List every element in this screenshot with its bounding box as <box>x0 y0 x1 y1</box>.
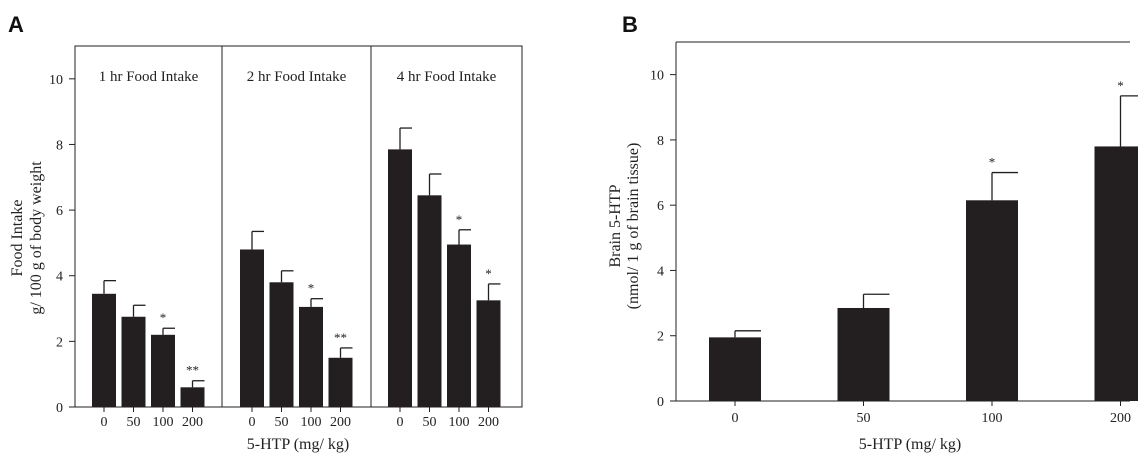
panel-a-bar <box>92 294 116 407</box>
panel-a-x-tick-label: 200 <box>182 415 203 430</box>
panel-a-x-tick-label: 0 <box>101 415 108 430</box>
panel-b-x-tick-label: 50 <box>857 411 871 426</box>
panel-b-y-axis-label-line-1: Brain 5-HTP <box>607 184 624 267</box>
panel-b-y-axis-label-line-2: (nmol/ 1 g of brain tissue) <box>625 143 642 310</box>
panel-b-bars: 0 50 * 100 * 200 <box>709 78 1138 426</box>
panel-b-y-tick-label: 4 <box>657 264 664 279</box>
panel-b-bar <box>838 308 890 401</box>
panel-b-bar <box>1095 146 1138 401</box>
panel-a-x-tick-label: 100 <box>301 415 322 430</box>
panel-a-bar <box>240 249 264 407</box>
panel-a-significance-marker: ** <box>186 363 199 378</box>
panel-a-bar <box>122 317 146 407</box>
panel-b-y-axis: 0 2 4 6 8 10 <box>650 69 676 410</box>
panel-a-x-tick-label: 50 <box>423 415 437 430</box>
panel-a-bar <box>299 307 323 407</box>
panel-b-significance-marker: * <box>1117 78 1124 93</box>
panel-a-y-tick-label: 0 <box>56 401 63 416</box>
panel-a-x-tick-label: 50 <box>127 415 141 430</box>
subplot-title: 1 hr Food Intake <box>99 69 199 85</box>
panel-a-y-tick-label: 6 <box>56 204 63 219</box>
panel-a-y-tick-label: 2 <box>56 335 63 350</box>
panel-a-x-tick-label: 100 <box>153 415 174 430</box>
panel-b-x-tick-label: 0 <box>732 411 739 426</box>
panel-a-bar <box>477 300 501 407</box>
panel-b-label: B <box>622 12 638 37</box>
panel-a-label: A <box>8 12 24 37</box>
panel-a-x-tick-label: 0 <box>397 415 404 430</box>
panel-b-y-tick-label: 2 <box>657 330 664 345</box>
panel-a-x-tick-label: 0 <box>249 415 256 430</box>
panel-a-bar <box>388 149 412 407</box>
panel-a-bar <box>418 195 442 407</box>
panel-a-bar <box>447 245 471 407</box>
panel-a-significance-marker: * <box>308 281 315 296</box>
subplot-title: 2 hr Food Intake <box>247 69 347 85</box>
panel-a-y-axis: 0 2 4 6 8 10 <box>49 73 75 416</box>
panel-a-x-tick-label: 200 <box>330 415 351 430</box>
panel-a-significance-marker: * <box>456 212 463 227</box>
panel-a-bar <box>181 387 205 407</box>
panel-b-x-tick-label: 200 <box>1110 411 1131 426</box>
panel-b-bar <box>709 337 761 401</box>
panel-a-y-tick-label: 4 <box>56 270 63 285</box>
panel-b-y-tick-label: 8 <box>657 134 664 149</box>
panel-a-x-tick-label: 50 <box>275 415 289 430</box>
panel-a-y-tick-label: 8 <box>56 138 63 153</box>
panel-a-x-tick-label: 200 <box>478 415 499 430</box>
panel-a-y-axis-label-line-1: Food Intake <box>9 200 26 277</box>
panel-a-bar <box>329 358 353 407</box>
panel-a-y-axis-label-line-2: g/ 100 g of body weight <box>28 161 45 315</box>
panel-b-x-axis-label: 5-HTP (mg/ kg) <box>859 436 962 453</box>
panel-b-significance-marker: * <box>989 155 996 170</box>
panel-a-x-axis-label: 5-HTP (mg/ kg) <box>247 436 350 453</box>
panel-b-y-tick-label: 10 <box>650 69 664 84</box>
panel-b: B 0 2 4 6 8 10 0 50 * 100 * 200 5-HTP (mg/ kg) Bra… <box>607 12 1138 453</box>
panel-b-y-tick-label: 6 <box>657 199 664 214</box>
panel-a-y-tick-label: 10 <box>49 73 63 88</box>
panel-a-significance-marker: ** <box>334 330 347 345</box>
panel-a-x-tick-label: 100 <box>449 415 470 430</box>
panel-a-significance-marker: * <box>160 310 167 325</box>
panel-a-bar <box>151 335 175 407</box>
panel-b-x-tick-label: 100 <box>982 411 1003 426</box>
panel-b-y-tick-label: 0 <box>657 395 664 410</box>
panel-b-bar <box>966 200 1018 401</box>
subplot-title: 4 hr Food Intake <box>397 69 497 85</box>
panel-a-bar <box>270 282 294 407</box>
panel-a-significance-marker: * <box>485 266 492 281</box>
